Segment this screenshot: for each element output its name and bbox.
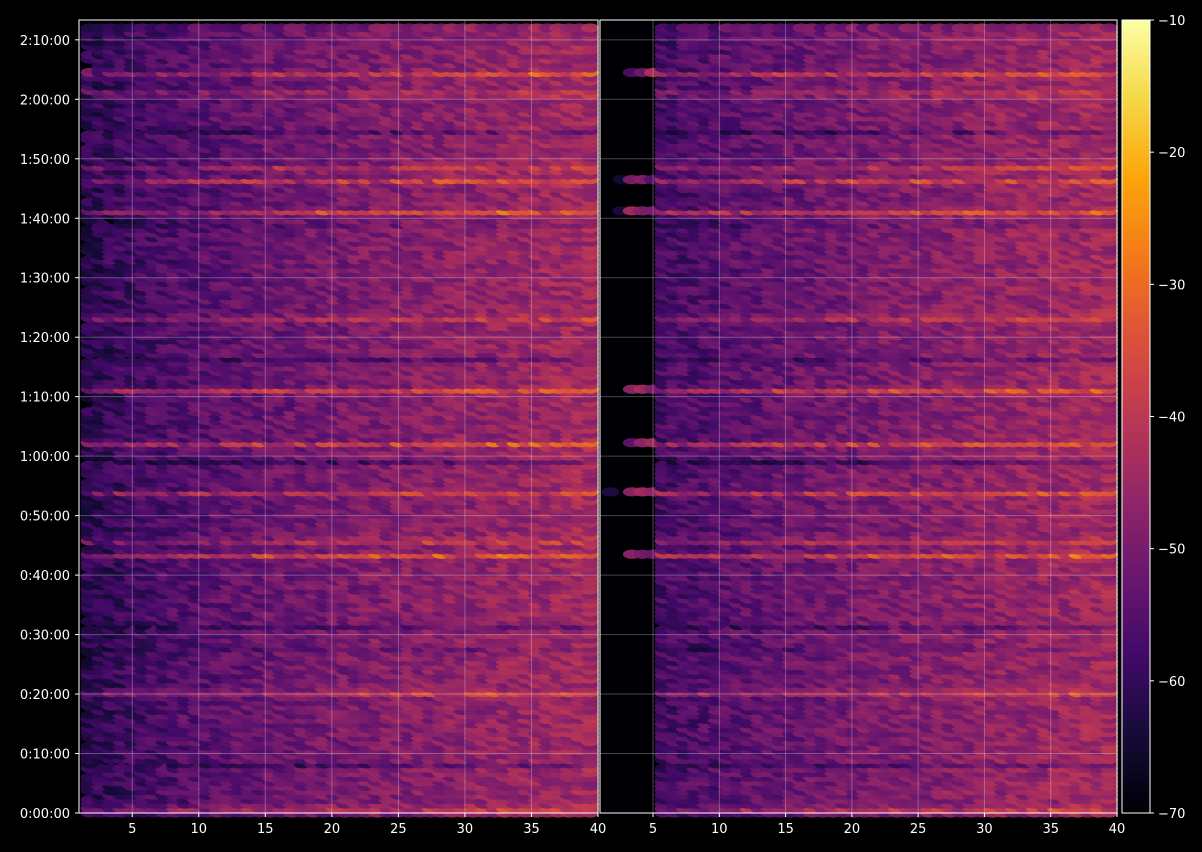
left-panel [79, 20, 600, 818]
